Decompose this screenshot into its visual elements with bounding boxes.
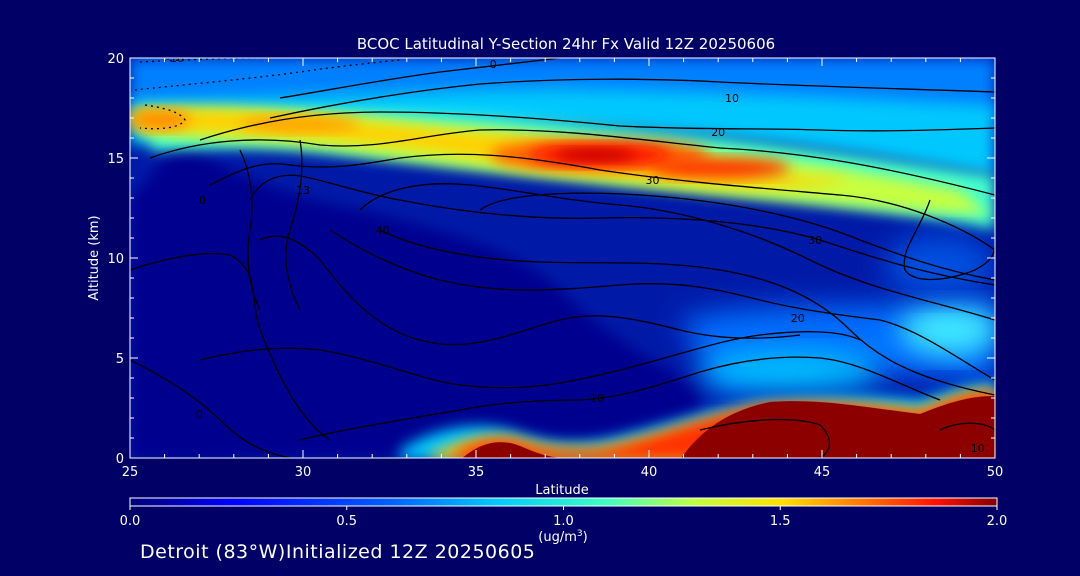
x-tick-label: 45: [814, 465, 831, 480]
x-axis-label: Latitude: [535, 483, 589, 498]
x-tick-label: 30: [295, 465, 312, 480]
contour-label: 13: [296, 184, 310, 197]
x-axis: 25 30 35 40 45 50: [122, 58, 1004, 480]
contour-line-dotted: [139, 104, 186, 130]
colorbar-tick-label: 2.0: [987, 514, 1008, 529]
field-cyan-band: [130, 88, 995, 175]
field-surface-darkred-west: [462, 442, 560, 458]
contour-label: -10: [166, 52, 184, 65]
field-right-low-cyan: [700, 350, 880, 390]
field-darkred-core: [555, 149, 635, 161]
field-dark-core: [130, 140, 700, 458]
contour-line: [199, 331, 861, 389]
field-surface-darkred: [681, 396, 995, 458]
contour-line: [329, 229, 995, 381]
field-right-mid-cyan: [900, 305, 995, 355]
contour-line: [209, 153, 995, 251]
contour-label: 10: [590, 392, 604, 405]
colorbar-tick-label: 0.5: [336, 514, 357, 529]
contour-label: 40: [376, 224, 390, 237]
x-tick-label: 35: [468, 465, 485, 480]
contour-line: [479, 192, 995, 281]
contour-label: 30: [808, 234, 822, 247]
y-tick-label: 10: [107, 252, 124, 267]
contour-line: [285, 139, 303, 311]
contour-line: [299, 356, 941, 441]
contour-line: [249, 174, 995, 286]
contour-line: [699, 418, 831, 458]
contour-label: 30: [645, 174, 659, 187]
y-tick-label: 0: [116, 452, 124, 467]
contour-line: [149, 129, 995, 196]
contour-label: 10: [971, 442, 985, 455]
contour-line: [239, 149, 261, 311]
contour-label: 10: [725, 92, 739, 105]
contour-label: 0: [490, 58, 497, 71]
contour-line: [939, 422, 995, 431]
x-tick-label: 40: [641, 465, 658, 480]
concentration-field: [130, 58, 995, 458]
x-tick-label: 50: [987, 465, 1004, 480]
colorbar-scale: [129, 497, 998, 507]
field-red-right: [650, 158, 790, 178]
contour-label: 20: [791, 312, 805, 325]
contour-line-dotted: [134, 59, 401, 91]
contour-line: [199, 111, 995, 141]
contour-labels: -10 0 10 20 30 40 30 20 10 0 10 13 0: [166, 52, 985, 455]
contour-line: [903, 199, 995, 281]
colorbar-tick-label: 0.0: [120, 514, 141, 529]
colorbar-ticks: 0.0 0.5 1.0 1.5 2.0: [120, 506, 1008, 529]
contour-label: 0: [199, 194, 206, 207]
contour-lines: [130, 58, 995, 458]
colorbar: 0.0 0.5 1.0 1.5 2.0 (ug/m3): [120, 497, 1008, 545]
colorbar-unit-label: (ug/m3): [538, 529, 587, 545]
y-axis: 0 5 10 15 20: [107, 52, 995, 467]
x-tick-label: 25: [122, 465, 139, 480]
contour-label: 0: [196, 408, 203, 421]
chart-title: BCOC Latitudinal Y-Section 24hr Fx Valid…: [357, 35, 775, 53]
footer-initialized-text: Detroit (83°W)Initialized 12Z 20250605: [140, 541, 536, 563]
field-orange-mid: [240, 116, 360, 132]
field-orange-left: [130, 110, 190, 130]
contour-line: [130, 359, 291, 458]
y-tick-label: 15: [107, 152, 124, 167]
colorbar-tick-label: 1.5: [770, 514, 791, 529]
y-tick-label: 20: [107, 52, 124, 67]
contour-line: [359, 183, 995, 321]
contour-line: [259, 235, 801, 346]
contour-line: [379, 229, 995, 396]
y-axis-label: Altitude (km): [87, 215, 102, 300]
y-tick-label: 5: [116, 352, 124, 367]
contour-line: [269, 78, 995, 119]
contour-label: 20: [711, 126, 725, 139]
colorbar-tick-label: 1.0: [553, 514, 574, 529]
contour-line: [279, 58, 561, 99]
